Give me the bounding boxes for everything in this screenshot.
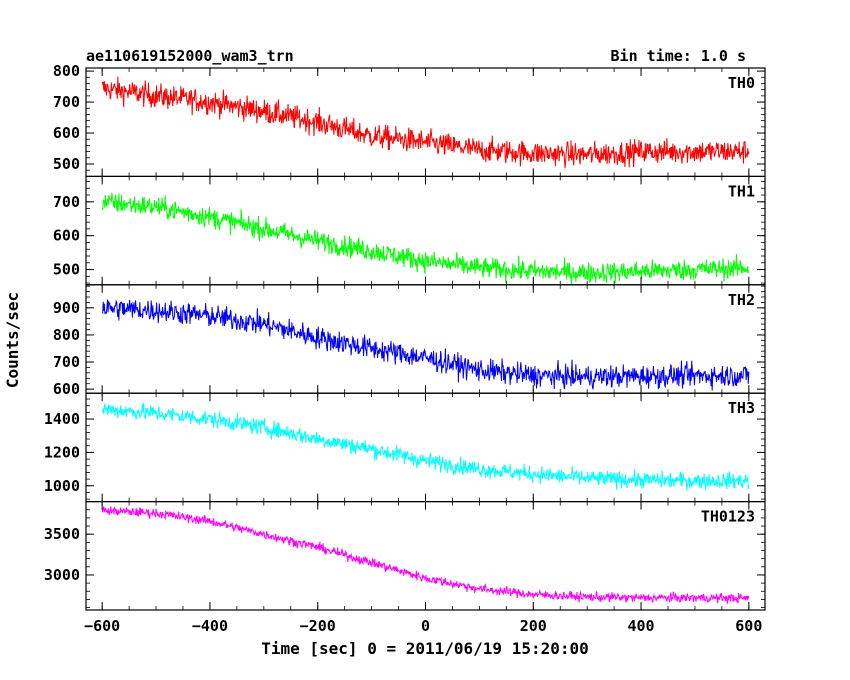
x-axis-label: Time [sec] 0 = 2011/06/19 15:20:00: [261, 639, 589, 658]
y-tick-label: 900: [53, 299, 80, 317]
panel-th2: 600 700 800 900 TH2: [53, 284, 766, 398]
panel-label: TH1: [728, 182, 755, 200]
y-tick-label: 1200: [44, 443, 80, 461]
y-tick-label: 1400: [44, 410, 80, 428]
y-tick-label: 1000: [44, 477, 80, 495]
y-tick-label: 600: [53, 124, 80, 142]
y-tick-label: 500: [53, 261, 80, 279]
y-tick-label: 500: [53, 155, 80, 173]
y-tick-label: 3500: [44, 525, 80, 543]
y-tick-label: 700: [53, 353, 80, 371]
panel-th0: 500 600 700 800 TH0: [53, 62, 766, 178]
x-tick-label: 600: [735, 617, 762, 635]
panels-group: 500 600 700 800 TH0 500 600 700 TH1 600 700 800 900 T…: [44, 62, 766, 611]
y-tick-label: 600: [53, 380, 80, 398]
panel-th1: 500 600 700 TH1: [53, 175, 766, 286]
y-tick-label: 3000: [44, 566, 80, 584]
panel-th0123: 3000 3500 TH0123: [44, 501, 766, 611]
y-tick-label: 700: [53, 93, 80, 111]
series-line-th3: [101, 402, 750, 491]
panel-label: TH0123: [701, 508, 755, 526]
y-axis-label: Counts/sec: [3, 292, 22, 388]
plot-title: ae110619152000_wam3_trn: [86, 47, 294, 65]
y-tick-label: 600: [53, 227, 80, 245]
panel-th3: 1000 1200 1400 TH3: [44, 392, 766, 503]
y-tick-label: 800: [53, 62, 80, 80]
x-tick-label: −400: [192, 617, 228, 635]
panel-label: TH0: [728, 74, 755, 92]
x-tick-label: −600: [84, 617, 120, 635]
x-tick-label: 0: [421, 617, 430, 635]
series-line-th2: [101, 299, 750, 391]
bin-time-label: Bin time: 1.0 s: [611, 47, 746, 65]
x-tick-label: −200: [300, 617, 336, 635]
series-line-th0: [101, 76, 750, 169]
panel-label: TH2: [728, 291, 755, 309]
panel-frame: [85, 67, 766, 178]
x-tick-label: 200: [520, 617, 547, 635]
panel-label: TH3: [728, 399, 755, 417]
series-line-th1: [101, 192, 750, 285]
y-tick-label: 800: [53, 326, 80, 344]
y-tick-label: 700: [53, 193, 80, 211]
panel-frame: [85, 392, 766, 503]
x-tick-label: 400: [628, 617, 655, 635]
x-axis: −600 −400 −200 0 200 400 600: [84, 617, 762, 635]
series-line-th0123: [101, 505, 750, 606]
